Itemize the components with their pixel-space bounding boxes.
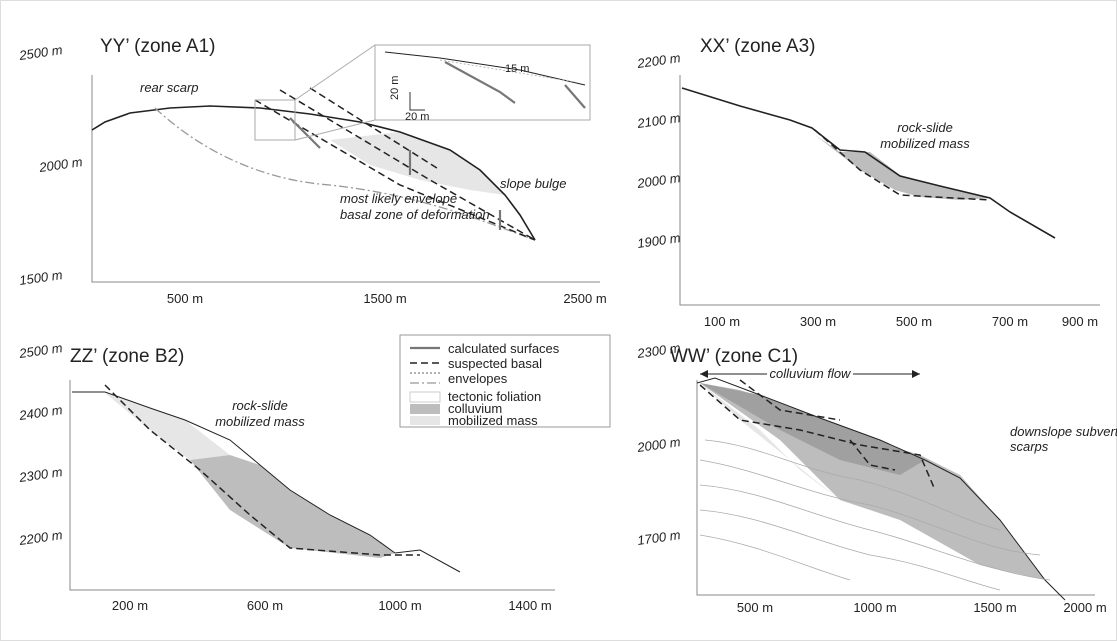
x-label: 1500 m (363, 291, 406, 306)
panel-title: XX’ (zone A3) (700, 36, 815, 57)
basal-line (814, 129, 991, 201)
axes (91, 75, 600, 283)
mobilized-area (330, 132, 505, 195)
x-label: 1400 m (508, 598, 551, 613)
legend-label: envelopes (448, 371, 508, 386)
x-label: 2000 m (1063, 600, 1106, 615)
x-label: 600 m (247, 598, 283, 613)
x-label: 300 m (800, 314, 836, 329)
x-label: 500 m (896, 314, 932, 329)
y-label: 2200 m (635, 50, 681, 71)
basal-line (254, 99, 536, 241)
inset-connector (294, 119, 376, 141)
y-label: 2000 m (635, 434, 681, 455)
annotation: rock-slide (897, 120, 953, 135)
topography (681, 87, 1056, 239)
annotation: 20 m (389, 76, 401, 100)
panel-title: WW’ (zone C1) (670, 346, 798, 367)
legend-label: colluvium (448, 401, 502, 416)
basal-line (699, 384, 936, 491)
x-label: 1500 m (973, 600, 1016, 615)
basal-line (309, 87, 441, 171)
mobilized-area (105, 393, 230, 460)
legend-label: suspected basal (448, 356, 542, 371)
y-label: 2500 m (17, 340, 63, 361)
inset-marker (254, 99, 296, 141)
y-label: 2400 m (17, 402, 63, 423)
axes (69, 380, 555, 591)
legend: calculated surfaces suspected basal enve… (399, 334, 611, 428)
inset-scale (409, 92, 425, 111)
y-label: 1900 m (636, 230, 681, 251)
annotation: mobilized mass (215, 414, 305, 429)
annotation: downslope subvertical (1010, 424, 1117, 439)
colluvium-area (700, 383, 925, 475)
panel-zz: ZZ’ (zone B2) 2500 m 2400 m 2300 m 2200 … (17, 340, 555, 613)
legend-swatch (410, 404, 440, 414)
x-label: 500 m (737, 600, 773, 615)
legend-label: mobilized mass (448, 413, 538, 428)
y-label: 2300 m (17, 464, 63, 485)
legend-swatch (409, 391, 441, 403)
basal-line (849, 439, 896, 471)
foliation (699, 439, 1051, 591)
annotation: most likely envelope (340, 191, 457, 206)
y-label: 2000 m (37, 154, 83, 175)
topography (91, 105, 536, 241)
panel-ww: WW’ (zone C1) 2300 m 2000 m 1700 m 500 m… (635, 340, 1117, 615)
panel-yy: YY’ (zone A1) 2500 m 2000 m 1500 m 500 m… (17, 36, 606, 306)
annotation: 15 m (505, 63, 529, 75)
envelope-line (154, 107, 536, 241)
annotation: mobilized mass (880, 136, 970, 151)
x-label: 500 m (167, 291, 203, 306)
panel-title: ZZ’ (zone B2) (70, 346, 184, 367)
y-label: 2200 m (17, 527, 63, 548)
topography (696, 377, 1066, 601)
x-label: 1000 m (853, 600, 896, 615)
axes (696, 380, 1095, 596)
legend-label: calculated surfaces (448, 341, 560, 356)
inset-envelope (439, 59, 576, 83)
panel-title: YY’ (zone A1) (100, 36, 215, 57)
annotation: rear scarp (140, 80, 199, 95)
y-label: 2300 m (635, 340, 681, 361)
annotation: scarps (1010, 439, 1049, 454)
y-label: 2500 m (17, 42, 63, 63)
annotation: colluvium flow (770, 366, 853, 381)
inset-connector (294, 44, 376, 101)
x-label: 2500 m (563, 291, 606, 306)
x-label: 100 m (704, 314, 740, 329)
annotation: basal zone of deformation (340, 207, 490, 222)
panel-xx: XX’ (zone A3) 2200 m 2100 m 2000 m 1900 … (635, 36, 1100, 329)
axes (679, 75, 1100, 306)
x-label: 900 m (1062, 314, 1098, 329)
basal-line (739, 379, 841, 421)
y-label: 2100 m (635, 110, 681, 131)
y-label: 2000 m (635, 170, 681, 191)
colluvium-area (190, 455, 395, 558)
y-label: 1700 m (636, 527, 681, 548)
inset-topography (384, 51, 586, 86)
mobilized-area (700, 383, 840, 500)
annotation: 20 m (405, 111, 429, 123)
legend-label: tectonic foliation (448, 389, 541, 404)
x-label: 1000 m (378, 598, 421, 613)
inset-surface (564, 84, 586, 109)
x-label: 700 m (992, 314, 1028, 329)
y-label: 1500 m (18, 267, 63, 288)
topography (72, 391, 461, 573)
annotation: slope bulge (500, 176, 567, 191)
annotation: rock-slide (232, 398, 288, 413)
inset-surface (444, 61, 516, 104)
x-label: 200 m (112, 598, 148, 613)
legend-swatch (410, 416, 440, 425)
